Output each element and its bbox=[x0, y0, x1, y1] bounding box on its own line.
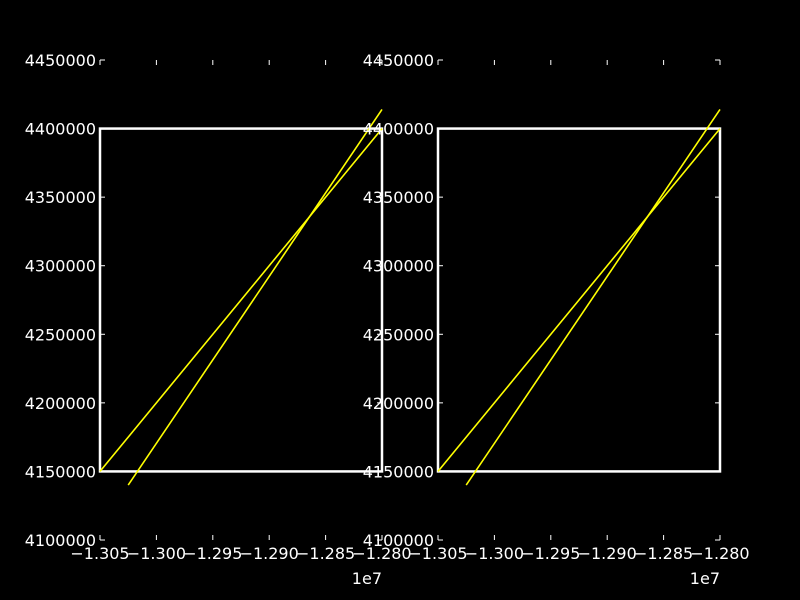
x-tick-label: −1.300 bbox=[465, 544, 524, 563]
y-tick-label: 4400000 bbox=[25, 120, 96, 139]
y-tick-label: 4100000 bbox=[363, 531, 434, 550]
x-tick-label: −1.300 bbox=[127, 544, 186, 563]
y-tick-label: 4200000 bbox=[25, 394, 96, 413]
x-tick-label: −1.305 bbox=[70, 544, 129, 563]
series-line-2 bbox=[127, 108, 383, 486]
x-tick-label: −1.290 bbox=[240, 544, 299, 563]
y-tick-label: 4350000 bbox=[25, 188, 96, 207]
x-tick-label: −1.285 bbox=[634, 544, 693, 563]
y-tick-label: 4250000 bbox=[363, 325, 434, 344]
y-tick-label: 4200000 bbox=[363, 394, 434, 413]
y-tick-label: 4100000 bbox=[25, 531, 96, 550]
panels: 4100000 4150000 4200000 4250000 4300000 43500… bbox=[25, 51, 750, 588]
y-tick-label: 4350000 bbox=[363, 188, 434, 207]
y-tick-label: 4150000 bbox=[363, 462, 434, 481]
x-tick-label: −1.305 bbox=[408, 544, 467, 563]
data-rectangle bbox=[98, 127, 384, 473]
x-tick-label: −1.280 bbox=[690, 544, 749, 563]
y-tick-label: 4250000 bbox=[25, 325, 96, 344]
series-line-1 bbox=[437, 128, 721, 472]
data-rectangle bbox=[436, 127, 722, 473]
x-tick-label: −1.280 bbox=[352, 544, 411, 563]
x-offset-label: 1e7 bbox=[690, 569, 720, 588]
x-offset-label: 1e7 bbox=[352, 569, 382, 588]
x-tick-label: −1.285 bbox=[296, 544, 355, 563]
y-tick-label: 4450000 bbox=[25, 51, 96, 70]
y-tick-label: 4150000 bbox=[25, 462, 96, 481]
x-tick-label: −1.295 bbox=[521, 544, 580, 563]
y-tick-label: 4300000 bbox=[363, 257, 434, 276]
subplot-1: 4100000 4150000 4200000 4250000 4300000 43500… bbox=[25, 51, 412, 588]
series-line-1 bbox=[99, 128, 383, 472]
y-tick-label: 4450000 bbox=[363, 51, 434, 70]
subplot-2: 4100000 4150000 4200000 4250000 4300000 43500… bbox=[363, 51, 750, 588]
series-line-2 bbox=[465, 108, 721, 486]
x-tick-label: −1.290 bbox=[578, 544, 637, 563]
y-tick-label: 4300000 bbox=[25, 257, 96, 276]
x-tick-label: −1.295 bbox=[183, 544, 242, 563]
y-tick-label: 4400000 bbox=[363, 120, 434, 139]
